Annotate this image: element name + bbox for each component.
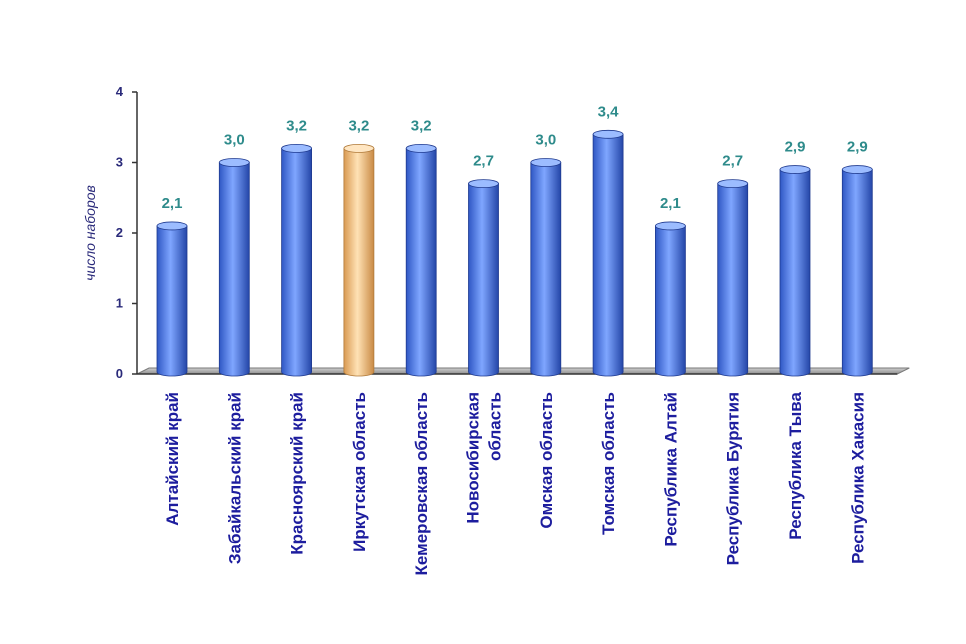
- bar-body: [468, 183, 499, 377]
- y-tick-label: 2: [116, 225, 123, 240]
- bar-body-highlight: [343, 148, 375, 377]
- bar-body: [156, 225, 188, 377]
- y-tick-label: 4: [116, 84, 124, 99]
- axes: 0 1 2 3 4 число наборов: [82, 84, 910, 381]
- y-axis-label: число наборов: [82, 185, 98, 281]
- bar-cap: [779, 165, 811, 174]
- y-tick-label: 0: [116, 366, 123, 381]
- bar-body: [218, 162, 250, 377]
- y-tick-label: 3: [116, 155, 123, 170]
- bar: [592, 129, 624, 377]
- bar-body: [779, 169, 811, 377]
- data-label: 3,2: [348, 117, 369, 134]
- bar-cap: [841, 165, 873, 174]
- data-label: 3,0: [535, 132, 556, 149]
- data-label: 2,9: [785, 139, 806, 156]
- data-label: 3,0: [224, 132, 245, 149]
- category-label-line: Республика Бурятия: [724, 392, 743, 565]
- data-label: 3,2: [411, 117, 432, 134]
- bar: [405, 143, 437, 377]
- category-label-line: Иркутская область: [350, 392, 369, 552]
- data-label: 2,7: [722, 153, 743, 170]
- category-label-line: Омская область: [537, 392, 556, 529]
- category-label-line: Новосибирская: [464, 392, 483, 524]
- category-label-line: Томская область: [599, 392, 618, 535]
- bar-cap: [468, 179, 499, 189]
- category-label-line: Забайкальский край: [225, 392, 244, 564]
- bar-cap: [530, 158, 562, 167]
- category-label: Алтайский край: [163, 392, 182, 526]
- category-label: Республика Тыва: [786, 391, 805, 539]
- bar-cap: [218, 158, 250, 167]
- category-label: Республика Хакасия: [848, 392, 867, 564]
- category-label: Забайкальский край: [225, 392, 244, 564]
- bar: [281, 143, 313, 377]
- bar-body: [717, 183, 749, 377]
- bar-body: [281, 148, 312, 377]
- bar-body: [841, 169, 873, 377]
- bar-cap: [655, 221, 686, 231]
- data-label: 2,1: [162, 195, 183, 212]
- bar-body: [655, 225, 686, 377]
- category-label: Омская область: [537, 392, 556, 529]
- bar: [779, 165, 811, 377]
- bar-cap: [343, 143, 375, 153]
- category-label: Красноярский край: [288, 392, 307, 555]
- bar: [841, 165, 873, 377]
- category-label: Кемеровская область: [412, 392, 431, 575]
- bar-body: [405, 148, 437, 377]
- bar: [655, 221, 686, 377]
- bar-body: [592, 133, 624, 377]
- data-label: 2,1: [660, 195, 681, 212]
- category-label: Томская область: [599, 392, 618, 535]
- category-label: Иркутская область: [350, 392, 369, 552]
- data-label: 2,7: [473, 153, 494, 170]
- bar-body: [530, 162, 562, 377]
- bar: [468, 179, 499, 377]
- category-label: Республика Алтай: [661, 392, 680, 547]
- bar-cap: [717, 179, 749, 189]
- bar: [343, 143, 375, 377]
- category-label-line: область: [486, 392, 505, 461]
- data-label: 3,2: [286, 117, 307, 134]
- category-label-line: Республика Хакасия: [848, 392, 867, 564]
- category-label-line: Красноярский край: [288, 392, 307, 555]
- bar-cap: [592, 129, 624, 139]
- bar-cap: [405, 143, 437, 153]
- bars: [156, 129, 873, 377]
- data-label: 3,4: [598, 103, 620, 120]
- labels: 2,1 Алтайский край 3,0 Забайкальский край 3,…: [162, 103, 868, 575]
- bar-cap: [281, 143, 313, 153]
- category-label-line: Алтайский край: [163, 392, 182, 526]
- category-label: Республика Бурятия: [724, 392, 743, 565]
- bar: [717, 179, 749, 377]
- data-label: 2,9: [847, 139, 868, 156]
- bar: [530, 158, 562, 377]
- category-label-line: Республика Алтай: [661, 392, 680, 547]
- y-tick-label: 1: [116, 296, 123, 311]
- bar: [156, 221, 188, 377]
- category-label-line: Кемеровская область: [412, 392, 431, 575]
- category-label: Новосибирская область: [464, 392, 505, 524]
- category-label-line: Республика Тыва: [786, 391, 805, 539]
- bar-cap: [156, 221, 188, 231]
- bar: [218, 158, 250, 377]
